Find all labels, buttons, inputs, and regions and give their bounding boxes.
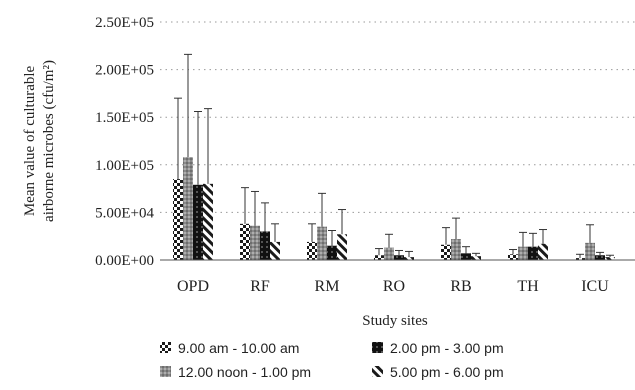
bar <box>538 243 548 260</box>
legend-swatch <box>160 366 171 377</box>
legend: 9.00 am - 10.00 am 2.00 pm - 3.00 pm 12.00… <box>160 340 504 380</box>
y-axis-title: Mean value of culturable airborne microbe… <box>22 60 57 222</box>
error-bars <box>174 53 614 259</box>
bar <box>327 245 337 260</box>
bar <box>605 257 615 260</box>
bar <box>250 225 260 260</box>
x-tick-label: RO <box>383 278 405 295</box>
bar <box>528 246 538 260</box>
y-axis-ticks: 0.00E+00 5.00E+04 1.00E+05 1.50E+05 2.00E+05… <box>95 15 154 269</box>
y-tick-label: 2.00E+05 <box>95 63 154 79</box>
bar <box>441 244 451 260</box>
y-tick-label: 1.50E+05 <box>95 110 154 126</box>
legend-label: 2.00 pm - 3.00 pm <box>390 340 504 356</box>
bar <box>404 257 414 260</box>
bars <box>173 157 615 260</box>
bar <box>471 256 481 260</box>
bar <box>518 246 528 260</box>
axis-titles: Mean value of culturable airborne microbe… <box>22 60 428 329</box>
bar <box>384 247 394 260</box>
bar <box>203 183 213 260</box>
bar <box>575 258 585 260</box>
bar <box>337 234 347 260</box>
y-tick-label: 5.00E+04 <box>95 205 154 221</box>
bar <box>240 223 250 260</box>
legend-swatch <box>372 366 383 377</box>
x-axis-categories: OPDRFRMRORBTHICUCON <box>177 278 609 295</box>
x-tick-label: TH <box>517 278 539 295</box>
bar <box>374 255 384 260</box>
bar <box>317 226 327 260</box>
bar <box>307 241 317 260</box>
legend-swatch <box>372 342 383 353</box>
x-tick-label: RF <box>250 278 270 295</box>
bar <box>394 255 404 260</box>
legend-swatch <box>160 342 171 353</box>
bar <box>451 239 461 260</box>
legend-label: 12.00 noon - 1.00 pm <box>178 364 311 380</box>
x-axis-title: Study sites <box>362 313 428 329</box>
bar <box>461 253 471 260</box>
legend-label: 5.00 pm - 6.00 pm <box>390 364 504 380</box>
y-axis-title-line: Mean value of culturable <box>22 65 38 216</box>
bar <box>508 254 518 260</box>
bar <box>193 184 203 260</box>
bar <box>585 242 595 260</box>
bar <box>183 157 193 260</box>
y-tick-label: 0.00E+00 <box>95 253 154 269</box>
y-axis-title-line: airborne microbes (cfu/m²) <box>41 60 57 222</box>
y-tick-label: 1.00E+05 <box>95 158 154 174</box>
gridlines <box>160 21 635 213</box>
legend-label: 9.00 am - 10.00 am <box>178 340 299 356</box>
y-tick-label: 2.50E+05 <box>95 15 154 31</box>
bar <box>270 241 280 260</box>
bar <box>595 255 605 260</box>
x-tick-label: ICU <box>581 278 609 295</box>
x-tick-label: RM <box>315 278 340 295</box>
bar <box>260 231 270 260</box>
x-tick-label: RB <box>450 278 471 295</box>
x-tick-label: OPD <box>177 278 209 295</box>
bar <box>173 179 183 260</box>
